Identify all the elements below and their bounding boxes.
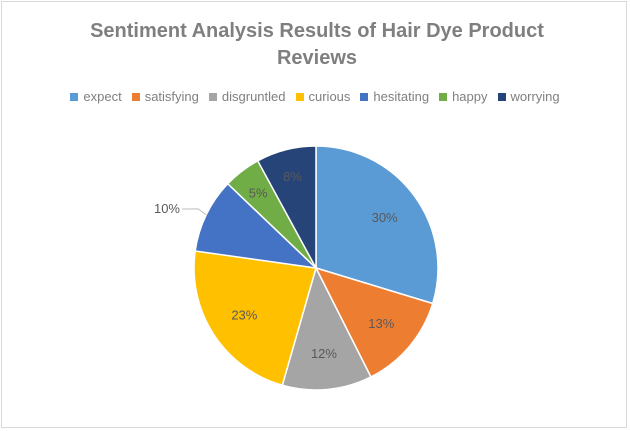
pie-slice-satisfying <box>314 266 434 378</box>
leader-line <box>181 208 207 216</box>
data-label-curious: 23% <box>231 307 257 322</box>
legend-swatch <box>360 92 369 101</box>
legend-swatch <box>208 92 217 101</box>
pie-slice-curious <box>193 250 317 387</box>
data-label-satisfying: 13% <box>368 316 394 331</box>
legend-label: expect <box>83 89 122 104</box>
data-label-worrying: 8% <box>283 169 302 184</box>
legend-item-worrying: worrying <box>497 89 560 104</box>
pie-slice-worrying <box>256 145 317 269</box>
legend-label: curious <box>308 89 351 104</box>
data-label-hesitating: 10% <box>154 201 180 216</box>
legend-label: happy <box>452 89 488 104</box>
pie-slice-hesitating <box>194 182 319 270</box>
legend-item-disgruntled: disgruntled <box>208 89 286 104</box>
pie-slice-disgruntled <box>281 265 372 391</box>
legend-swatch <box>131 92 140 101</box>
legend-item-hesitating: hesitating <box>360 89 429 104</box>
legend-swatch <box>497 92 506 101</box>
legend-item-happy: happy <box>439 89 488 104</box>
data-label-happy: 5% <box>249 185 268 200</box>
chart-legend: expect satisfying disgruntled curious hesita… <box>0 89 630 104</box>
data-label-disgruntled: 12% <box>311 346 337 361</box>
legend-swatch <box>439 92 448 101</box>
legend-item-curious: curious <box>295 89 351 104</box>
legend-label: satisfying <box>144 89 199 104</box>
legend-label: hesitating <box>373 89 430 104</box>
legend-item-expect: expect <box>70 89 122 104</box>
legend-swatch <box>70 92 79 101</box>
legend-label: worrying <box>510 89 560 104</box>
legend-item-satisfying: satisfying <box>131 89 199 104</box>
data-label-expect: 30% <box>372 210 398 225</box>
pie-slice-expect <box>315 145 439 305</box>
legend-swatch <box>295 92 304 101</box>
chart-title: Sentiment Analysis Results of Hair Dye P… <box>90 20 544 69</box>
legend-label: disgruntled <box>221 89 286 104</box>
